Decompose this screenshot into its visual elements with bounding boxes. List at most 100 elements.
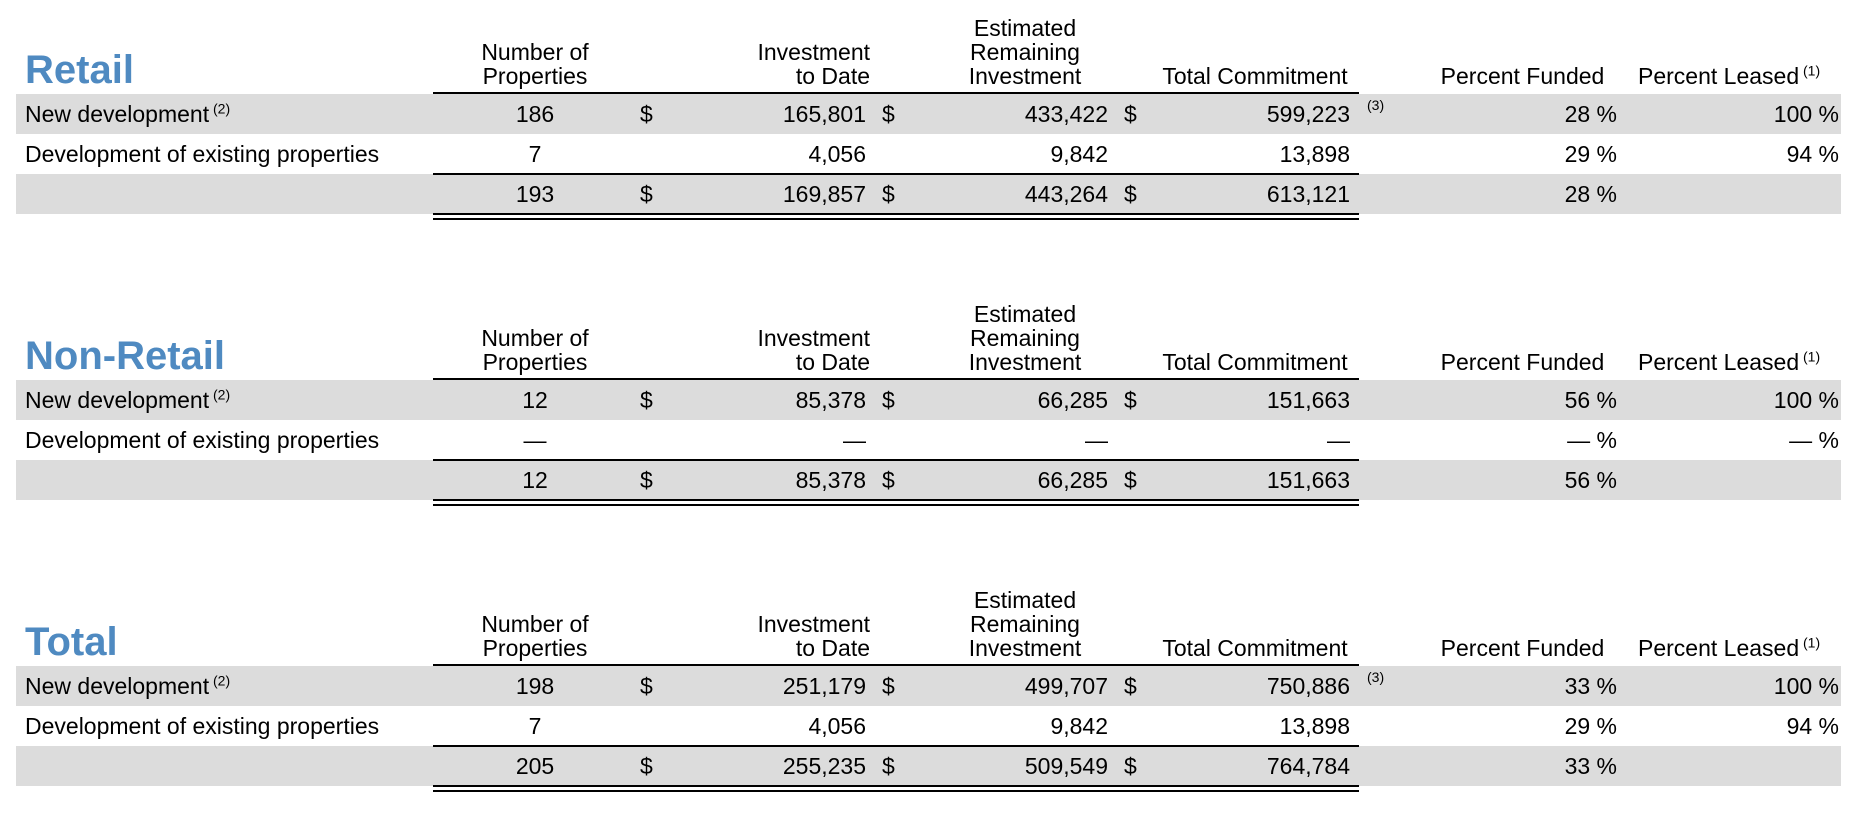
row-shading <box>16 666 1841 706</box>
cell-percent-funded: 33 % <box>1564 753 1617 779</box>
cell-percent-leased: — % <box>1789 427 1839 453</box>
header-percent-funded: Percent Funded <box>1430 350 1615 374</box>
header-estimated-remaining: Estimated Remaining Investment <box>940 16 1110 88</box>
cell-estimated-remaining: 9,842 <box>1050 713 1108 739</box>
table-section: Retail Number of Properties Investment to Da… <box>0 12 1858 252</box>
header-estimated-remaining-line: Estimated <box>973 587 1077 613</box>
dollar-sign: $ <box>640 673 653 699</box>
cell-percent-funded: 28 % <box>1564 101 1617 127</box>
header-percent-leased-footnote: (1) <box>1799 634 1821 651</box>
row-label-footnote: (2) <box>209 672 231 689</box>
cell-percent-leased: 94 % <box>1786 141 1839 167</box>
dollar-sign: $ <box>882 467 895 493</box>
cell-percent-leased: 100 % <box>1773 387 1839 413</box>
subtotal-rule <box>433 173 1359 175</box>
header-rule <box>433 664 1359 666</box>
table-section: Total Number of Properties Investment to Dat… <box>0 584 1858 824</box>
cell-total-commitment: 151,663 <box>1266 467 1350 493</box>
row-shading <box>16 94 1841 134</box>
cell-investment-to-date: 4,056 <box>808 713 866 739</box>
cell-investment-to-date: 165,801 <box>782 101 866 127</box>
cell-total-commitment: 750,886 <box>1266 673 1350 699</box>
cell-investment-to-date: 251,179 <box>782 673 866 699</box>
cell-percent-funded: 56 % <box>1564 387 1617 413</box>
total-double-rule-top <box>433 499 1359 501</box>
header-rule <box>433 92 1359 94</box>
header-number-of-properties-line: Number of <box>481 611 589 637</box>
row-shading <box>16 460 1841 500</box>
header-percent-leased-label: Percent Leased <box>1638 349 1800 375</box>
table-row: New development (2) 198 $ $ $251,179 499,707 7… <box>0 666 1858 706</box>
header-percent-funded: Percent Funded <box>1430 636 1615 660</box>
cell-investment-to-date: 4,056 <box>808 141 866 167</box>
header-investment-to-date-line: Investment <box>757 325 871 351</box>
cell-total-commitment: 764,784 <box>1266 753 1350 779</box>
row-label: New development (2) <box>25 94 230 134</box>
header-total-commitment: Total Commitment <box>1150 64 1360 88</box>
header-number-of-properties-line: Number of <box>481 39 589 65</box>
row-label-text: New development <box>25 101 210 127</box>
header-percent-funded-line: Percent Funded <box>1440 349 1605 375</box>
header-number-of-properties-line: Number of <box>481 325 589 351</box>
cell-investment-to-date: 255,235 <box>782 753 866 779</box>
header-estimated-remaining: Estimated Remaining Investment <box>940 588 1110 660</box>
subtotal-rule <box>433 459 1359 461</box>
header-estimated-remaining-line: Remaining <box>970 611 1080 637</box>
cell-investment-to-date: 85,378 <box>795 387 866 413</box>
row-label-footnote: (2) <box>209 386 231 403</box>
row-label-footnote: (2) <box>209 100 231 117</box>
header-number-of-properties-line: Properties <box>482 349 588 375</box>
header-percent-leased-footnote: (1) <box>1799 348 1821 365</box>
section-title: Total <box>25 620 118 664</box>
dollar-sign: $ <box>1124 387 1137 413</box>
table-row: Development of existing properties 7 4,056… <box>0 134 1858 174</box>
total-double-rule-top <box>433 213 1359 215</box>
cell-number-of-properties: — <box>523 427 547 453</box>
row-label-text: New development <box>25 387 210 413</box>
cell-total-commitment: — <box>1327 427 1350 453</box>
table-row: 193 $ $ $169,857 443,264 613,121 28 % <box>0 174 1858 214</box>
header-estimated-remaining-line: Remaining <box>970 39 1080 65</box>
row-label: New development (2) <box>25 380 230 420</box>
cell-investment-to-date: 169,857 <box>782 181 866 207</box>
cell-total-commitment: 13,898 <box>1279 713 1350 739</box>
total-double-rule-bottom <box>433 218 1359 220</box>
cell-estimated-remaining: 499,707 <box>1024 673 1108 699</box>
header-number-of-properties-line: Properties <box>482 63 588 89</box>
header-investment-to-date-line: to Date <box>795 635 870 661</box>
header-percent-leased: Percent Leased (1) <box>1638 63 1820 88</box>
cell-percent-funded: 29 % <box>1564 141 1617 167</box>
dollar-sign: $ <box>640 101 653 127</box>
header-estimated-remaining-line: Estimated <box>973 15 1077 41</box>
cell-estimated-remaining: 433,422 <box>1024 101 1108 127</box>
row-shading <box>16 746 1841 786</box>
header-estimated-remaining-line: Estimated <box>973 301 1077 327</box>
header-number-of-properties: Number of Properties <box>465 612 605 660</box>
header-investment-to-date-line: Investment <box>757 39 871 65</box>
cell-estimated-remaining: 66,285 <box>1037 467 1108 493</box>
header-investment-to-date-line: to Date <box>795 63 870 89</box>
cell-estimated-remaining: 509,549 <box>1024 753 1108 779</box>
row-shading <box>16 380 1841 420</box>
table-section: Non-Retail Number of Properties Investment t… <box>0 298 1858 538</box>
row-label-text: New development <box>25 673 210 699</box>
cell-number-of-properties: 186 <box>515 101 555 127</box>
row-label-text: Development of existing properties <box>25 141 380 167</box>
cell-percent-funded: 56 % <box>1564 467 1617 493</box>
total-double-rule-bottom <box>433 790 1359 792</box>
header-number-of-properties: Number of Properties <box>465 326 605 374</box>
dollar-sign: $ <box>1124 101 1137 127</box>
cell-percent-funded: 28 % <box>1564 181 1617 207</box>
cell-percent-leased: 94 % <box>1786 713 1839 739</box>
cell-total-commitment-footnote: (3) <box>1367 97 1385 113</box>
cell-investment-to-date: — <box>843 427 866 453</box>
header-percent-leased: Percent Leased (1) <box>1638 634 1821 661</box>
header-estimated-remaining-line: Remaining <box>970 325 1080 351</box>
cell-number-of-properties: 7 <box>528 141 542 167</box>
row-label-text: Development of existing properties <box>25 427 380 453</box>
header-percent-leased-label: Percent Leased <box>1638 635 1800 661</box>
cell-estimated-remaining: 443,264 <box>1024 181 1108 207</box>
dollar-sign: $ <box>640 753 653 779</box>
header-percent-funded-line: Percent Funded <box>1440 63 1605 89</box>
row-label: Development of existing properties <box>25 706 379 746</box>
